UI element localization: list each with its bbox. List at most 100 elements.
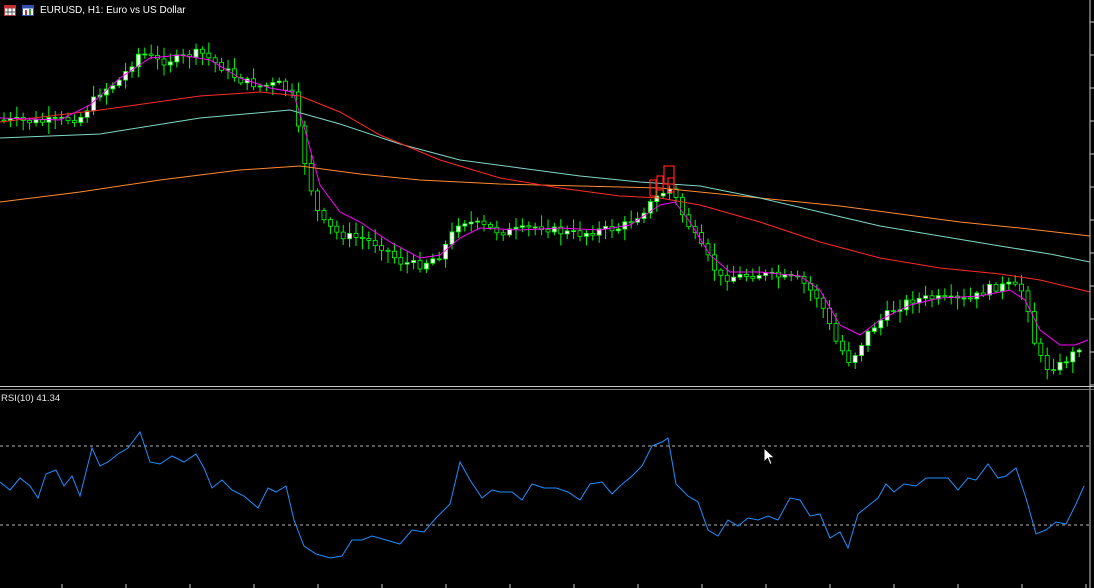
candle-body xyxy=(571,230,576,233)
chart-window-icon[interactable] xyxy=(22,4,34,16)
candle-body xyxy=(27,120,33,124)
candle-body xyxy=(929,295,935,300)
candle-body xyxy=(718,269,724,276)
candle-body xyxy=(302,125,308,164)
candle-body xyxy=(1064,361,1069,364)
candle-body xyxy=(455,225,461,233)
candle-body xyxy=(315,190,321,211)
candle-body xyxy=(423,262,429,270)
candle-body xyxy=(577,230,583,237)
candle-body xyxy=(628,221,634,224)
candle-body xyxy=(436,258,442,261)
candle-body xyxy=(199,48,205,54)
candle-body xyxy=(737,274,743,278)
candle-body xyxy=(193,48,199,58)
candle-body xyxy=(340,231,346,240)
candle-body xyxy=(430,258,436,264)
candle-body xyxy=(91,96,96,112)
candle-body xyxy=(135,53,141,68)
candle-body xyxy=(1,119,7,122)
candle-body xyxy=(756,275,762,279)
candle-body xyxy=(270,82,276,86)
candle-body xyxy=(212,57,218,63)
calendar-grid-icon[interactable] xyxy=(4,4,16,16)
candle-body xyxy=(584,233,589,237)
candle-body xyxy=(827,307,832,325)
candle-body xyxy=(648,201,653,214)
red-moving-average xyxy=(0,91,1091,293)
candle-body xyxy=(347,233,353,240)
candle-body xyxy=(1076,349,1082,353)
candle-body xyxy=(78,116,84,123)
candle-body xyxy=(257,85,263,88)
candle-body xyxy=(379,245,385,251)
signal-marker xyxy=(649,165,675,197)
candle-body xyxy=(820,297,826,309)
candle-body xyxy=(449,231,455,245)
candle-body xyxy=(660,192,666,197)
candle-body xyxy=(744,274,749,277)
candle-body xyxy=(532,226,538,229)
candle-body xyxy=(398,257,404,265)
candle-body xyxy=(366,238,372,241)
magenta-moving-average xyxy=(0,54,1089,346)
candle-body xyxy=(468,221,474,225)
candle-body xyxy=(276,80,282,83)
candle-body xyxy=(65,116,71,121)
candle-body xyxy=(462,223,468,227)
candle-body xyxy=(142,53,148,56)
candle-body xyxy=(1038,342,1044,356)
candle-body xyxy=(654,195,660,202)
candle-body xyxy=(596,228,602,236)
orange-moving-average xyxy=(0,165,1091,237)
candle-body xyxy=(231,68,237,78)
candle-body xyxy=(327,219,333,227)
candle-body xyxy=(417,260,423,270)
candle-body xyxy=(52,117,58,119)
mouse-pointer-icon xyxy=(763,447,776,466)
candle-body xyxy=(724,274,730,282)
candle-body xyxy=(385,249,391,252)
chart-title-bar: EURUSD, H1: Euro vs US Dollar xyxy=(0,0,700,20)
time-axis-ticks xyxy=(61,584,1087,588)
signal-box xyxy=(656,175,664,191)
candle-body xyxy=(411,260,417,264)
candle-body xyxy=(814,289,820,299)
candle-body xyxy=(763,272,768,276)
rsi-line xyxy=(0,430,1085,559)
candle-body xyxy=(475,220,481,223)
candle-body xyxy=(1000,283,1005,292)
candle-body xyxy=(859,345,864,356)
candle-body xyxy=(558,226,564,235)
candle-body xyxy=(404,262,410,265)
subwindow-separator[interactable] xyxy=(0,386,1094,387)
candle-body xyxy=(372,240,378,247)
price-axis-ticks xyxy=(1090,21,1094,386)
candle-body xyxy=(1057,362,1063,371)
candle-body xyxy=(520,225,525,228)
candle-body xyxy=(206,52,212,59)
candle-body xyxy=(840,340,845,352)
candle-body xyxy=(750,276,756,279)
candle-body xyxy=(40,119,45,123)
candle-body xyxy=(680,197,685,216)
signal-box xyxy=(667,177,675,193)
candle-body xyxy=(1070,351,1076,363)
candle-body xyxy=(942,295,948,297)
candle-body xyxy=(359,236,365,239)
candle-body xyxy=(872,327,877,332)
candle-body xyxy=(968,297,973,300)
candle-body xyxy=(507,228,513,236)
candle-body xyxy=(481,220,487,225)
candle-body xyxy=(33,119,39,124)
candle-body xyxy=(993,283,999,292)
candle-body xyxy=(564,230,570,235)
candle-body xyxy=(923,295,928,299)
candle-body xyxy=(731,276,736,282)
signal-box xyxy=(663,165,675,185)
candle-body xyxy=(846,350,852,363)
candle-body xyxy=(833,323,839,342)
candle-body xyxy=(110,85,116,90)
